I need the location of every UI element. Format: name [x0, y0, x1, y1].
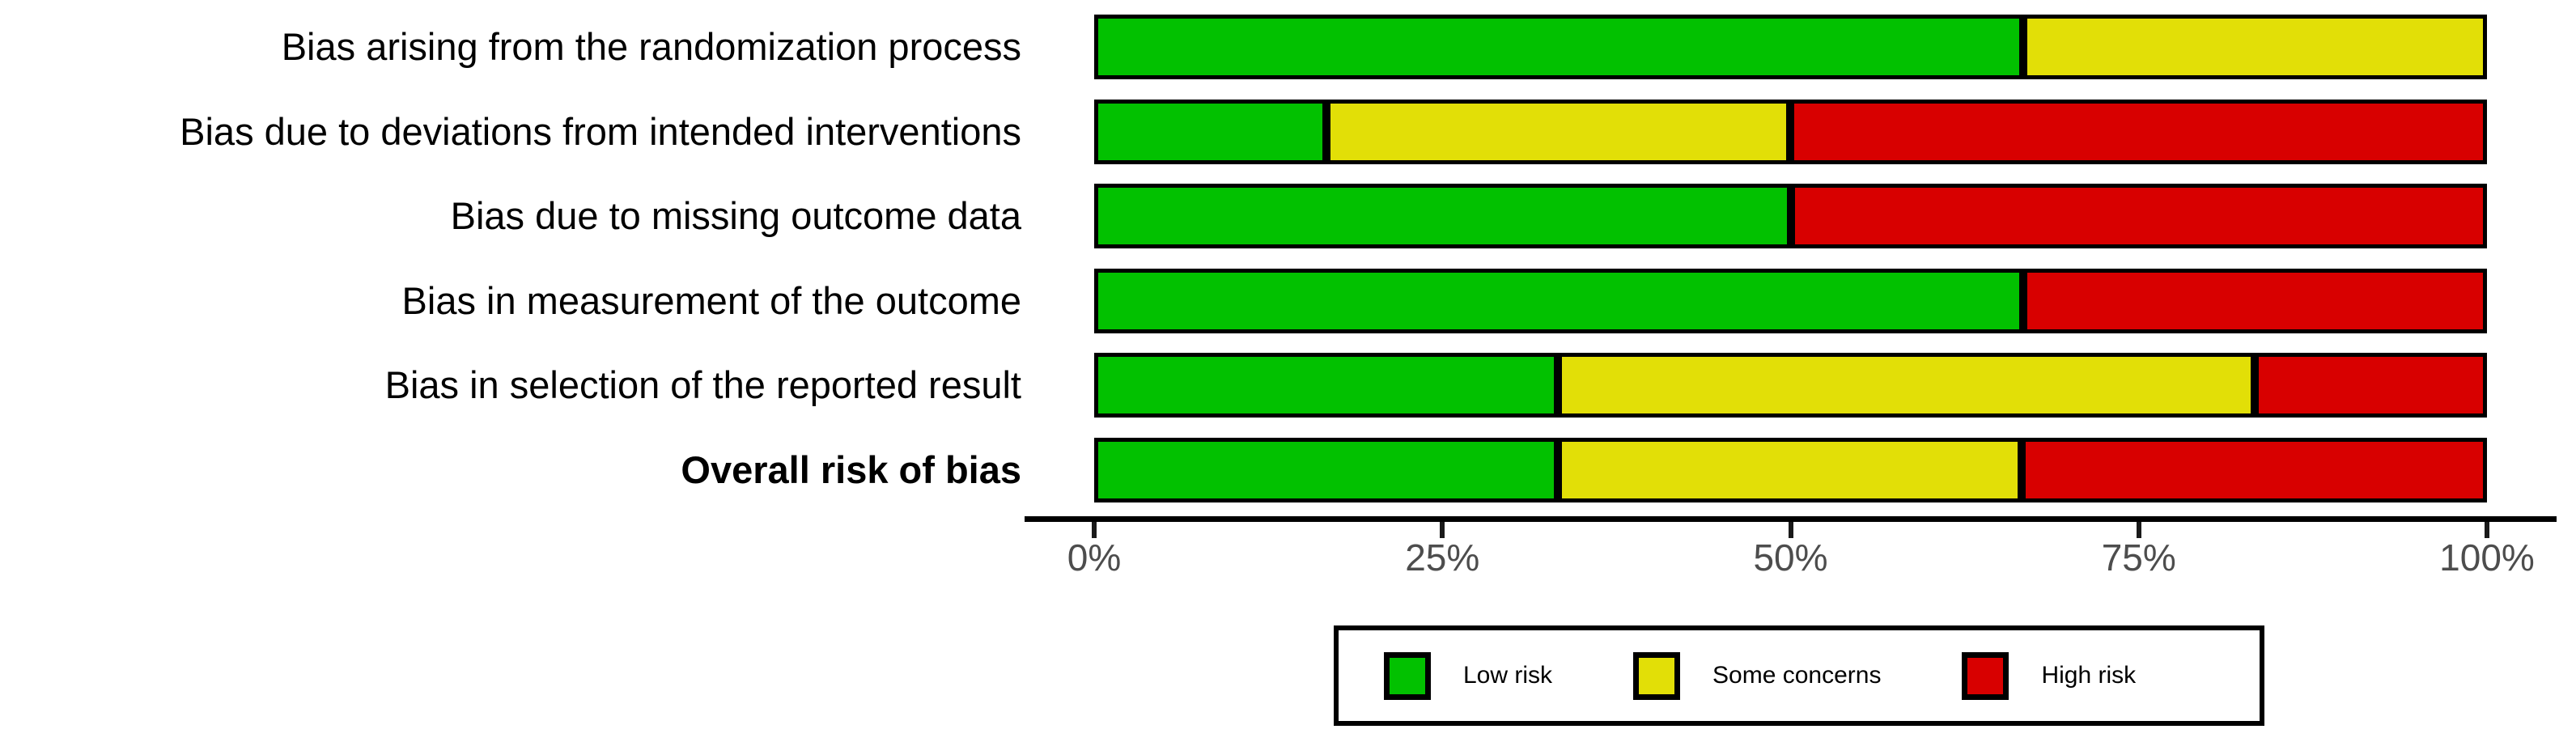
legend-item-high-risk: High risk — [1962, 651, 2137, 700]
bar-segment-low-risk — [1094, 100, 1327, 164]
bar-segment-high-risk — [1790, 100, 2487, 164]
category-label-bias-in-measurement-of-the-outcome: Bias in measurement of the outcome — [401, 279, 1021, 322]
bar-row-overall-risk-of-bias — [1094, 438, 2487, 502]
bar-segment-some-concerns — [1326, 100, 1791, 164]
x-axis-tick-label-25-: 25% — [1405, 536, 1480, 579]
bar-segment-low-risk — [1094, 269, 2023, 333]
legend-swatch-low-risk — [1384, 651, 1431, 700]
bar-segment-low-risk — [1094, 15, 2023, 79]
category-label-bias-arising-from-the-randomization-process: Bias arising from the randomization proc… — [281, 25, 1021, 68]
bar-segment-some-concerns — [2022, 15, 2487, 79]
legend-item-some-concerns: Some concerns — [1633, 651, 1882, 700]
x-axis-tick — [2485, 522, 2489, 538]
bar-segment-low-risk — [1094, 438, 1559, 502]
legend-box: Low risk Some concerns High risk — [1334, 625, 2264, 726]
bar-row-bias-arising-from-the-randomization-process — [1094, 15, 2487, 79]
category-label-overall-risk-of-bias: Overall risk of bias — [681, 448, 1021, 491]
category-label-bias-due-to-missing-outcome-data: Bias due to missing outcome data — [450, 194, 1021, 237]
x-axis-tick-label-100-: 100% — [2439, 536, 2535, 579]
legend-item-low-risk: Low risk — [1384, 651, 1553, 700]
legend-item-label: Some concerns — [1712, 662, 1882, 689]
bar-row-bias-due-to-missing-outcome-data — [1094, 184, 2487, 248]
bar-segment-some-concerns — [1558, 353, 2255, 418]
bar-segment-low-risk — [1094, 353, 1559, 418]
legend-swatch-some-concerns — [1633, 651, 1681, 700]
legend-swatch-high-risk — [1962, 651, 2009, 700]
x-axis-tick-label-0-: 0% — [1067, 536, 1122, 579]
category-label-bias-due-to-deviations-from-intended-interventions: Bias due to deviations from intended int… — [180, 110, 1021, 153]
x-axis-tick — [2136, 522, 2141, 538]
legend-item-label: Low risk — [1463, 662, 1553, 689]
bar-row-bias-due-to-deviations-from-intended-interventions — [1094, 100, 2487, 164]
bar-segment-low-risk — [1094, 184, 1791, 248]
x-axis-line — [1025, 516, 2557, 522]
x-axis-tick-label-75-: 75% — [2101, 536, 2176, 579]
x-axis-tick — [1788, 522, 1793, 538]
bar-segment-high-risk — [2254, 353, 2487, 418]
bar-segment-some-concerns — [1558, 438, 2022, 502]
legend-item-label: High risk — [2041, 662, 2137, 689]
bar-segment-high-risk — [2022, 438, 2487, 502]
x-axis-tick — [1440, 522, 1445, 538]
bar-row-bias-in-measurement-of-the-outcome — [1094, 269, 2487, 333]
bar-segment-high-risk — [1790, 184, 2487, 248]
x-axis-tick-label-50-: 50% — [1753, 536, 1828, 579]
x-axis-tick — [1092, 522, 1097, 538]
bar-segment-high-risk — [2022, 269, 2487, 333]
category-label-bias-in-selection-of-the-reported-result: Bias in selection of the reported result — [384, 363, 1021, 406]
bar-row-bias-in-selection-of-the-reported-result — [1094, 353, 2487, 418]
